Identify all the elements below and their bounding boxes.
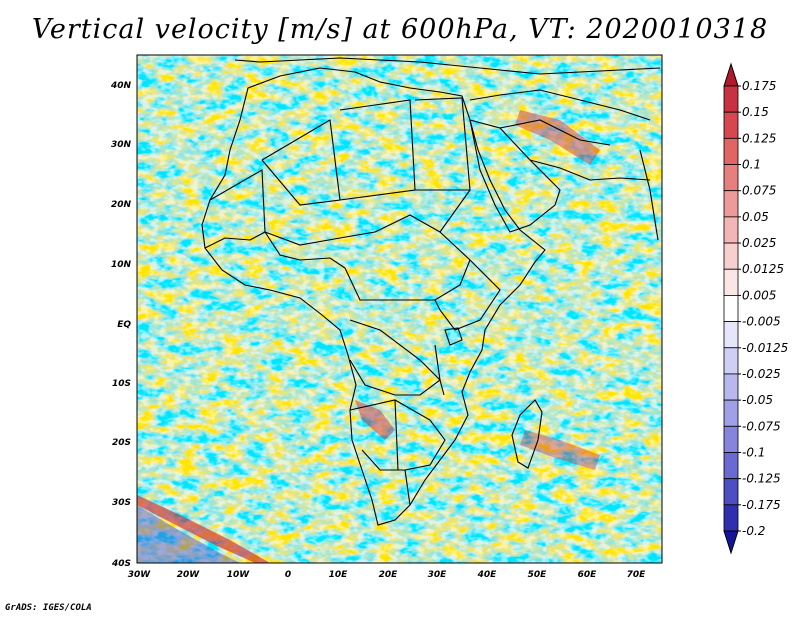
colorbar-box (723, 85, 739, 113)
grads-credit: GrADS: IGES/COLA (5, 603, 92, 613)
colorbar-box (723, 373, 739, 401)
lon-tick-0: 0 (285, 570, 291, 580)
colorbar-box (723, 268, 739, 296)
colorbar-label: -0.0125 (742, 341, 788, 355)
lat-tick-30s: 30S (112, 498, 131, 508)
colorbar-label: -0.1 (742, 445, 765, 459)
lon-tick-20w: 20W (177, 570, 201, 580)
colorbar-box (723, 478, 739, 506)
lon-tick-10w: 10W (227, 570, 251, 580)
colorbar-box (723, 164, 739, 192)
colorbar-label: 0.125 (742, 131, 776, 145)
lon-tick-40e: 40E (477, 570, 498, 580)
colorbar-label: -0.05 (742, 393, 773, 407)
red-band-iran (515, 110, 600, 165)
colorbar-label: 0.1 (742, 158, 761, 172)
lat-tick-eq: EQ (117, 320, 131, 330)
lat-tick-40n: 40N (110, 81, 132, 91)
colorbar-label: 0.075 (742, 184, 776, 198)
colorbar-box (723, 190, 739, 218)
border-east (434, 259, 501, 331)
colorbar-box (723, 216, 739, 244)
colorbar-box (723, 111, 739, 139)
colorbar-label: 0.15 (742, 105, 769, 119)
lat-tick-20n: 20N (111, 200, 132, 210)
lat-axis: 40N 30N 20N 10N EQ 10S 20S 30S 40S (110, 81, 132, 569)
lon-tick-30w: 30W (128, 570, 152, 580)
colorbar-box (723, 425, 739, 453)
colorbar-label: 0.005 (742, 288, 776, 302)
border-libya-egypt (339, 97, 471, 201)
lake-victoria (444, 327, 463, 346)
africa-coastline (201, 67, 546, 526)
lon-tick-50e: 50E (528, 570, 548, 580)
lon-tick-30e: 30E (428, 570, 448, 580)
colorbar-label: 0.05 (742, 210, 769, 224)
colorbar-box (723, 504, 739, 532)
colorbar-label: -0.175 (742, 498, 781, 512)
colorbar-box (723, 242, 739, 270)
colorbar-label: 0.025 (742, 236, 776, 250)
lon-tick-20e: 20E (379, 570, 399, 580)
map-frame (136, 54, 663, 564)
colorbar-label: -0.125 (742, 472, 781, 486)
lon-tick-60e: 60E (578, 570, 598, 580)
europe-mediterranean (234, 57, 661, 75)
colorbar-box (723, 399, 739, 427)
lat-tick-20s: 20S (112, 438, 131, 448)
madagascar (511, 399, 543, 469)
coastlines-borders (201, 57, 661, 526)
lon-axis: 30W 20W 10W 0 10E 20E 30E 40E 50E 60E 70… (128, 570, 646, 580)
colorbar-box (723, 347, 739, 375)
india-coast (639, 149, 659, 241)
border-sahel (209, 169, 471, 246)
persian-gulf-coast (529, 159, 651, 181)
colorbar-label: 0.175 (742, 79, 776, 93)
chart-title: Vertical velocity [m/s] at 600hPa, VT: 2… (31, 14, 769, 45)
colorbar: 0.175 0.15 0.125 0.1 0.075 0.05 0.025 0.0125 0.0… (723, 62, 788, 555)
red-band-madagascar (520, 430, 600, 470)
colorbar-label: -0.075 (742, 419, 781, 433)
lat-tick-10s: 10S (112, 379, 131, 389)
colorbar-box (723, 321, 739, 349)
colorbar-label: 0.0125 (742, 262, 784, 276)
border-congo (349, 319, 441, 396)
colorbar-box (723, 137, 739, 165)
lat-tick-10n: 10N (111, 260, 132, 270)
colorbar-arrow-bottom (723, 530, 739, 555)
colorbar-label: -0.005 (742, 315, 781, 329)
colorbar-arrow-top (723, 62, 739, 87)
colorbar-box (723, 452, 739, 480)
lake-tanganyika (434, 344, 445, 396)
border-west-africa (204, 231, 346, 269)
lon-tick-70e: 70E (627, 570, 647, 580)
lat-tick-40s: 40S (111, 559, 131, 569)
blue-band-south-atlantic (137, 505, 240, 563)
border-middle-east (469, 89, 651, 146)
colorbar-label: -0.025 (742, 367, 781, 381)
red-band-south-atlantic (137, 495, 270, 563)
red-band-southern-africa (355, 400, 395, 440)
colorbar-box (723, 295, 739, 322)
lon-tick-10e: 10E (329, 570, 349, 580)
border-south (349, 399, 446, 506)
arabian-peninsula (469, 119, 561, 233)
vertical-velocity-field (137, 55, 662, 563)
colorbar-label: -0.2 (742, 524, 765, 538)
lat-tick-30n: 30N (111, 140, 132, 150)
